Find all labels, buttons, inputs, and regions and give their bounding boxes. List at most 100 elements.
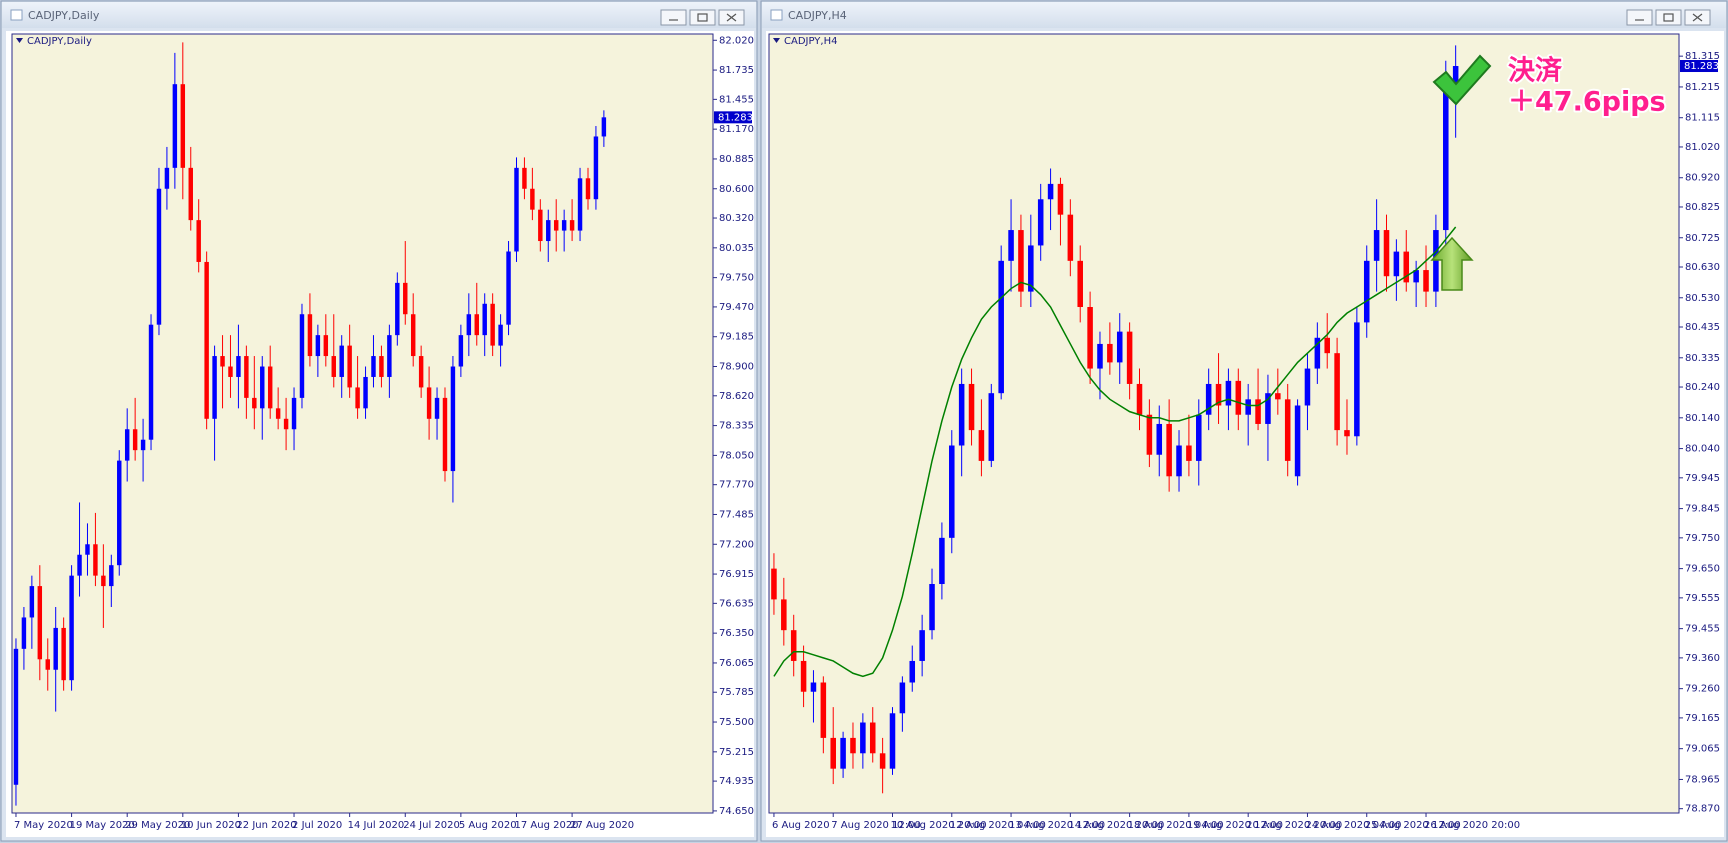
x-tick-label: 29 May 2020 <box>125 820 190 831</box>
candle-body <box>299 314 305 398</box>
candle-body <box>371 356 376 377</box>
minimize-button[interactable] <box>660 9 687 26</box>
y-tick-label: 81.455 <box>719 94 754 105</box>
y-tick-label: 79.750 <box>1685 533 1720 544</box>
control-glyphs <box>669 13 1703 22</box>
candle-body <box>291 397 297 430</box>
y-tick-label: 78.620 <box>719 391 754 402</box>
candle-body <box>1166 423 1172 477</box>
marks: 82.020 81.735 81.455 81.170 80.885 80.600 80.3… <box>13 35 1720 831</box>
x-tick-label: 24 Jul 2020 <box>403 820 460 831</box>
y-tick-label: 79.165 <box>1685 713 1720 724</box>
candle-body <box>387 335 392 377</box>
minimize-button[interactable] <box>1626 9 1653 26</box>
y-tick-label: 80.335 <box>1685 353 1720 364</box>
current-price-label: 81.283 <box>718 112 753 123</box>
candle-body <box>1156 423 1163 455</box>
candle-body <box>1324 337 1330 354</box>
candle-body <box>988 393 995 461</box>
y-tick-label: 74.935 <box>719 776 754 787</box>
y-tick-label: 75.500 <box>719 717 754 728</box>
current-price-box <box>714 111 752 124</box>
candle-body <box>363 376 368 409</box>
candle-body <box>252 397 257 409</box>
candle-body <box>1245 399 1251 415</box>
candle-body <box>434 397 440 419</box>
x-tick-label: 2 Jul 2020 <box>292 820 342 831</box>
y-tick-label: 81.170 <box>719 124 754 135</box>
chart-menu-arrow[interactable] <box>16 38 23 43</box>
y-tick-label: 80.530 <box>1685 293 1720 304</box>
candle-body <box>1126 331 1133 384</box>
candle-body <box>196 220 201 262</box>
window-icon <box>770 9 783 21</box>
candle-body <box>1116 331 1123 363</box>
candle-body <box>1176 445 1182 477</box>
plot-area <box>11 33 714 814</box>
candle-body <box>418 356 424 388</box>
current-price-label: 81.283 <box>1684 61 1719 72</box>
y-tick-label: 79.750 <box>719 273 754 284</box>
candle-body <box>1354 322 1360 437</box>
candle-body <box>1383 230 1390 277</box>
candle-body <box>820 682 827 738</box>
y-tick-label: 80.885 <box>719 154 754 165</box>
candle-body <box>1304 368 1311 406</box>
y-tick-label: 80.320 <box>719 213 754 224</box>
candle-body <box>307 314 313 357</box>
candle-body <box>1057 183 1064 215</box>
candle-body <box>790 630 797 661</box>
candle-body <box>1344 430 1350 437</box>
candle-body <box>204 261 209 419</box>
candle-body <box>1294 405 1301 477</box>
candle-body <box>850 737 856 754</box>
y-tick-label: 78.900 <box>719 362 754 373</box>
candle-body <box>77 554 82 576</box>
y-tick-label: 75.785 <box>719 687 754 698</box>
candle-body <box>1067 214 1074 261</box>
candle-body <box>323 335 329 357</box>
candle-body <box>1373 230 1380 261</box>
window-title: CADJPY,Daily <box>28 9 100 22</box>
chart-menu-arrow[interactable] <box>773 38 780 43</box>
candle-body <box>450 366 456 472</box>
candle-body <box>403 282 408 315</box>
candle-body <box>37 586 43 660</box>
y-tick-label: 79.555 <box>1685 593 1720 604</box>
x-tick-label: 20 Aug 2020 20:00 <box>1246 820 1342 831</box>
maximize-button[interactable] <box>689 9 716 26</box>
candle-body <box>228 366 233 377</box>
candle-body <box>1186 445 1192 461</box>
candle-body <box>45 659 50 670</box>
candle-body <box>1037 199 1044 246</box>
candle-body <box>1146 414 1153 455</box>
candle-body <box>1107 343 1113 363</box>
x-tick-label: 22 Jun 2020 <box>236 820 296 831</box>
y-tick-label: 77.485 <box>719 509 754 520</box>
y-tick-label: 79.185 <box>719 332 754 343</box>
y-tick-label: 80.140 <box>1685 413 1720 424</box>
x-tick-label: 6 Aug 2020 <box>772 820 830 831</box>
y-tick-label: 80.725 <box>1685 233 1720 244</box>
candle-body <box>140 439 146 451</box>
candle-body <box>458 335 464 367</box>
y-tick-label: 80.240 <box>1685 382 1720 393</box>
candle-body <box>220 356 225 367</box>
candle-body <box>1403 251 1410 283</box>
candle-body <box>585 178 591 200</box>
candle-body <box>93 544 98 576</box>
y-tick-label: 78.965 <box>1685 774 1720 785</box>
candle-body <box>1452 66 1459 92</box>
x-tick-label: 7 May 2020 <box>14 820 73 831</box>
candle-body <box>601 117 607 137</box>
candle-body <box>781 599 787 631</box>
maximize-button[interactable] <box>1655 9 1682 26</box>
y-tick-label: 80.825 <box>1685 202 1720 213</box>
candle-body <box>830 737 836 769</box>
candle-body <box>577 178 583 231</box>
window-icon <box>10 9 23 21</box>
x-tick-label: 25 Aug 2020 12:00 <box>1365 820 1461 831</box>
candle-body <box>1433 230 1439 292</box>
y-tick-label: 79.470 <box>719 302 754 313</box>
x-tick-label: 24 Aug 2020 04:00 <box>1305 820 1401 831</box>
